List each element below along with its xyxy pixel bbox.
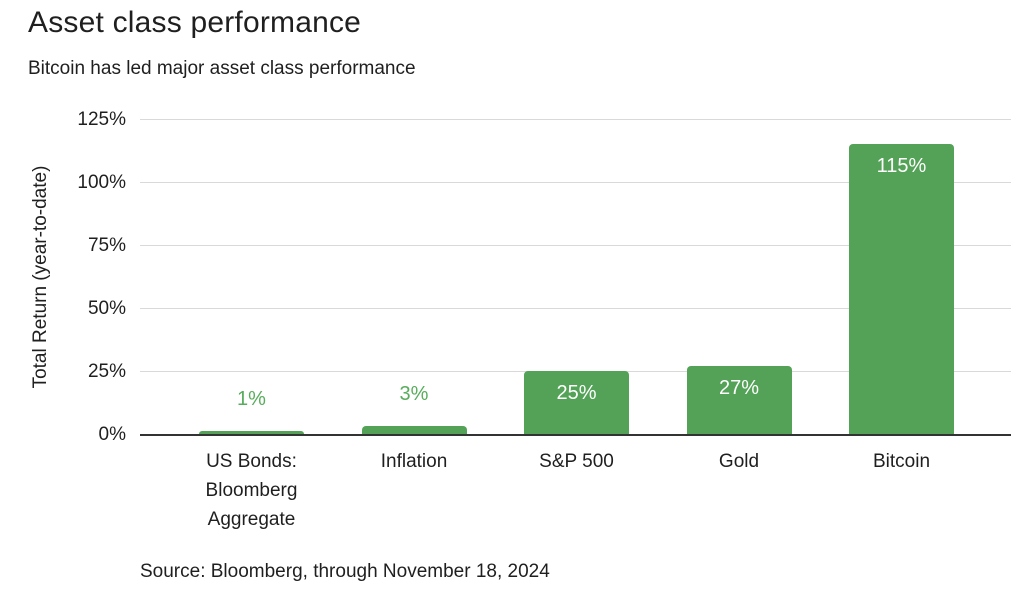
y-tick-label: 25%	[87, 361, 126, 382]
bar-value-label-inflation: 3%	[399, 383, 429, 405]
y-axis-title: Total Return (year-to-date)	[30, 165, 51, 389]
bar-gold[interactable]	[686, 366, 792, 434]
gridline	[140, 245, 1011, 246]
bar-bitcoin[interactable]	[849, 144, 954, 434]
y-tick-label: 0%	[98, 424, 126, 445]
y-tick-label: 125%	[77, 109, 126, 130]
bar-value-label-us-bonds-bloomberg-aggregate: 1%	[237, 388, 266, 410]
page-title: Asset class performance	[28, 6, 362, 39]
gridline	[140, 182, 1011, 183]
gridline	[140, 308, 1011, 309]
gridline	[140, 119, 1011, 120]
chart-subtitle: Bitcoin has led major asset class perfor…	[28, 58, 416, 79]
bar-value-label-s-p-500: 25%	[556, 382, 597, 404]
y-tick-label: 100%	[77, 172, 126, 193]
bar-us-bonds-bloomberg-aggregate[interactable]	[199, 431, 304, 434]
bar-inflation[interactable]	[361, 426, 467, 434]
x-axis-label-gold: Gold	[718, 451, 760, 472]
bar-value-label-gold: 27%	[718, 377, 760, 399]
y-tick-label: 75%	[87, 235, 126, 256]
x-axis-label-s-p-500: S&P 500	[539, 451, 614, 472]
bar-s-p-500[interactable]	[524, 371, 629, 434]
x-axis-label-inflation: Inflation	[380, 451, 448, 472]
y-tick-label: 50%	[87, 298, 126, 319]
source-note: Source: Bloomberg, through November 18, …	[140, 561, 550, 582]
x-axis-line	[140, 434, 1011, 436]
x-axis-label-us-bonds-bloomberg-aggregate: US Bonds: Bloomberg Aggregate	[205, 451, 298, 530]
x-axis-label-bitcoin: Bitcoin	[872, 451, 931, 472]
bar-value-label-bitcoin: 115%	[876, 155, 927, 177]
